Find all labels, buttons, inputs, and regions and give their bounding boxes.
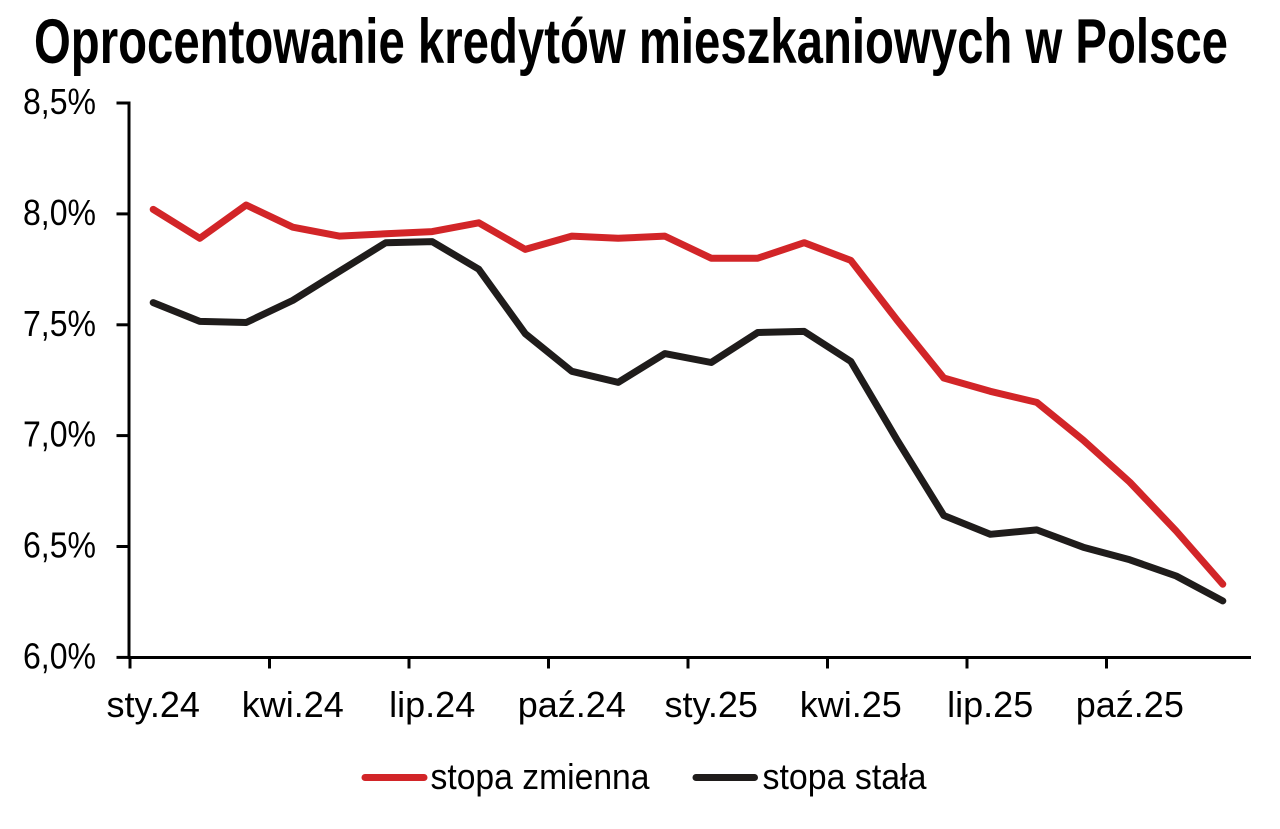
svg-text:8,0%: 8,0% <box>23 192 96 233</box>
svg-text:kwi.24: kwi.24 <box>242 684 344 725</box>
svg-text:lip.24: lip.24 <box>389 684 475 725</box>
svg-text:kwi.25: kwi.25 <box>800 684 902 725</box>
svg-text:sty.24: sty.24 <box>107 684 200 725</box>
svg-text:paź.25: paź.25 <box>1076 684 1184 725</box>
svg-text:7,0%: 7,0% <box>23 414 96 455</box>
svg-text:Oprocentowanie kredytów mieszk: Oprocentowanie kredytów mieszkaniowych w… <box>34 7 1228 77</box>
svg-text:paź.24: paź.24 <box>518 684 626 725</box>
svg-text:6,0%: 6,0% <box>23 635 96 676</box>
svg-text:lip.25: lip.25 <box>947 684 1033 725</box>
svg-text:8,5%: 8,5% <box>23 81 96 122</box>
svg-text:sty.25: sty.25 <box>665 684 758 725</box>
svg-text:6,5%: 6,5% <box>23 525 96 566</box>
svg-text:stopa stała: stopa stała <box>763 756 928 797</box>
svg-text:7,5%: 7,5% <box>23 303 96 344</box>
svg-text:stopa zmienna: stopa zmienna <box>431 756 651 797</box>
